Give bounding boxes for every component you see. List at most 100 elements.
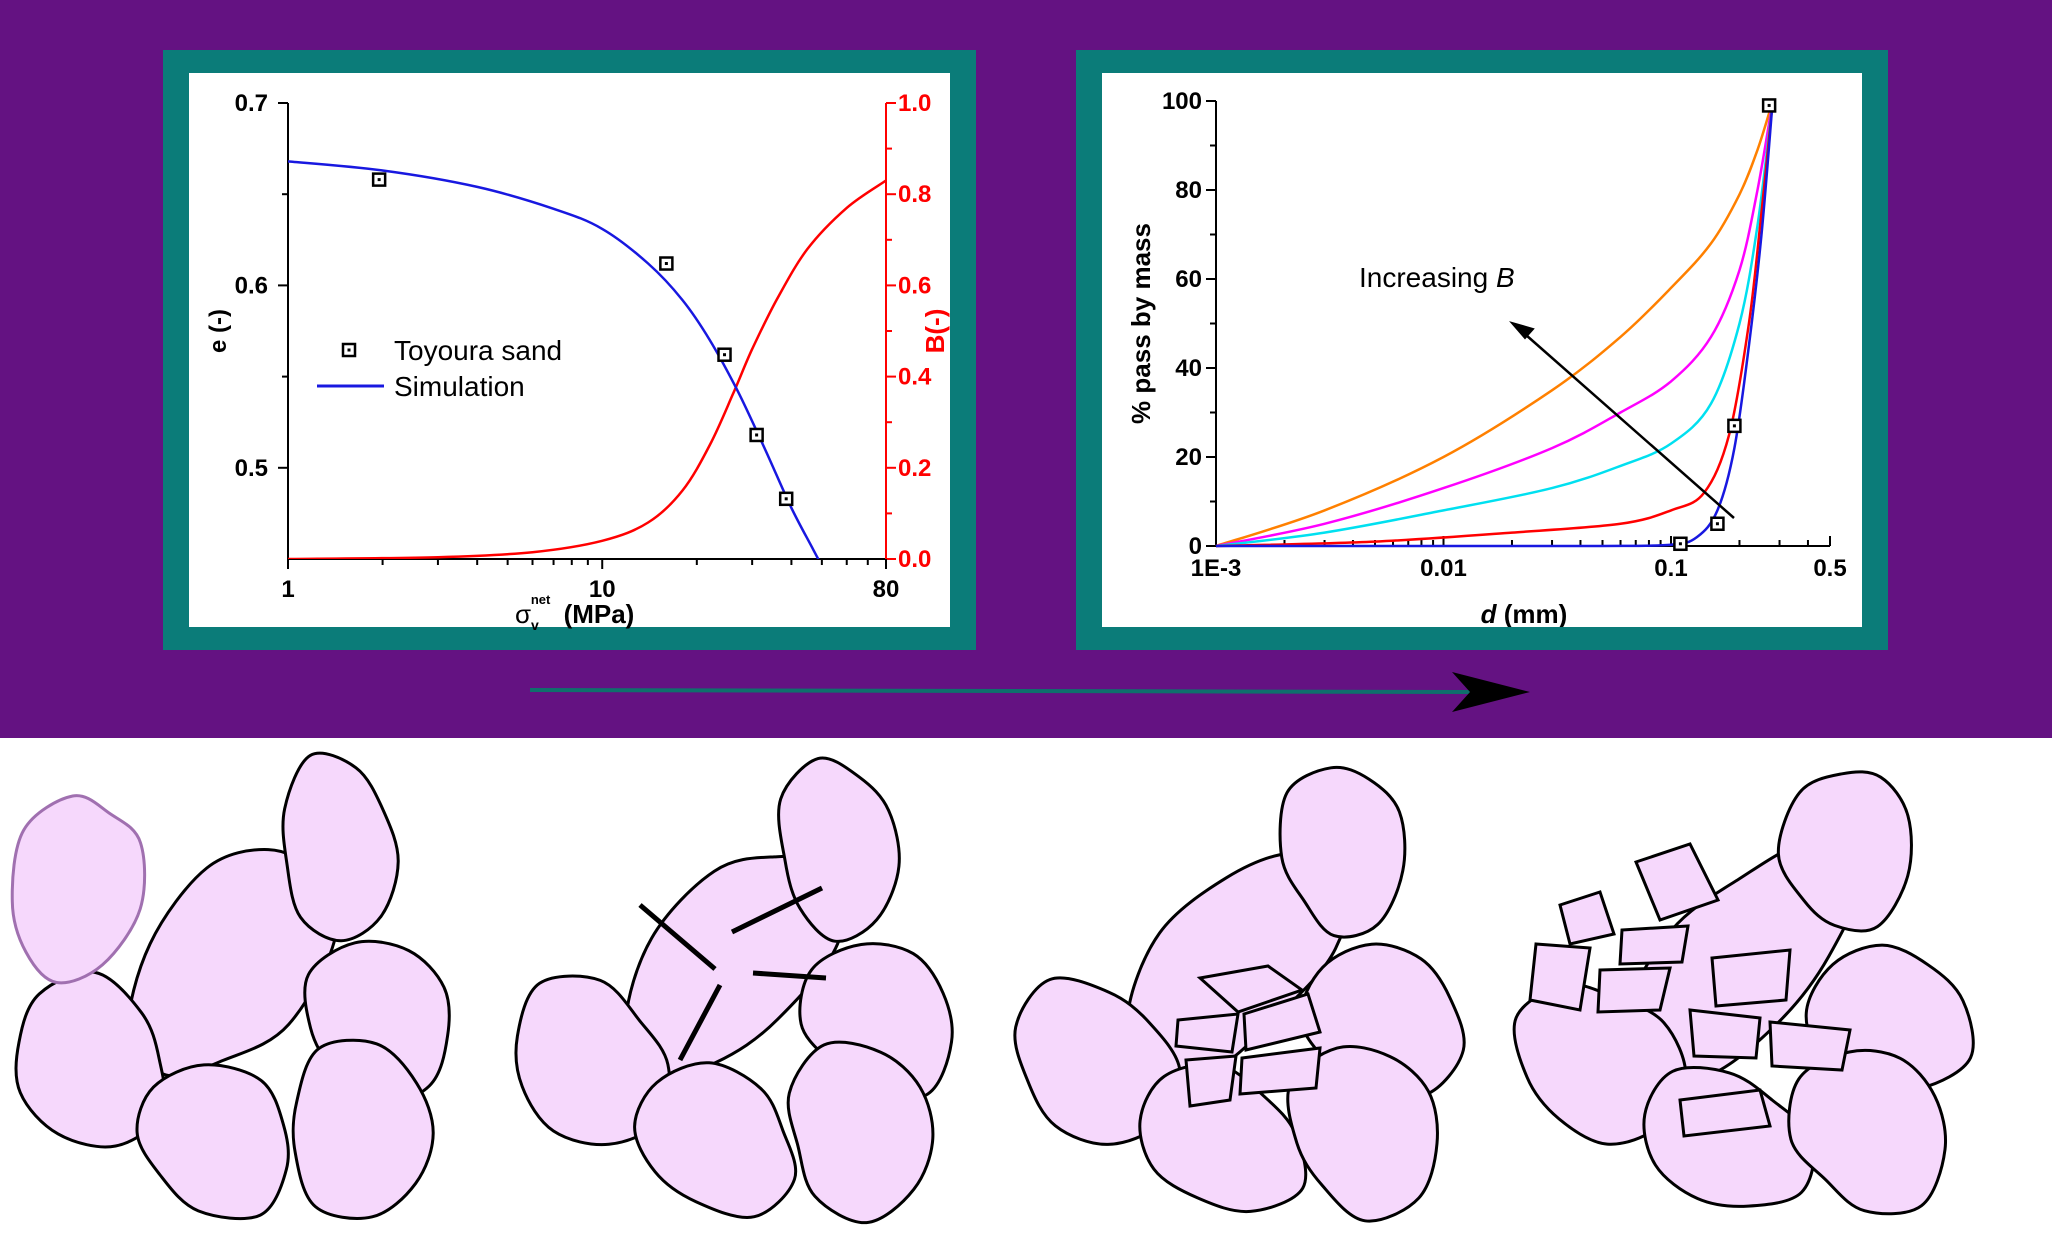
grain-fragment <box>1768 1020 1852 1072</box>
grain-fragment <box>1242 992 1322 1052</box>
banner-background: 0.5 0.6 0.7 0.0 0.2 0.4 0.6 0.8 1.0 1 10 80 e (-) B(-… <box>0 0 2052 738</box>
curve-cyan <box>1215 100 1774 548</box>
measured-marker-dot <box>1732 424 1736 428</box>
grain-fragment <box>1633 842 1721 922</box>
grain-fragment <box>1238 1046 1322 1096</box>
grain <box>1787 1048 1947 1216</box>
highlighted-grain <box>10 794 147 985</box>
y-tick-label: 0 <box>1189 533 1202 560</box>
legend-label-toyoura: Toyoura sand <box>394 335 562 366</box>
b-tick-label: 0.8 <box>898 181 931 208</box>
e-tick-label: 0.5 <box>235 455 268 482</box>
grain-crack <box>677 983 723 1062</box>
toyoura-marker-dot <box>723 353 727 357</box>
x-tick-label: 0.5 <box>1813 555 1846 582</box>
grain <box>1776 770 1913 933</box>
b-tick-label: 0.6 <box>898 272 931 299</box>
grain-crack <box>638 903 717 971</box>
grain-fragment <box>1528 942 1592 1012</box>
x-label-unit: (MPa) <box>556 599 634 629</box>
grain <box>291 1038 435 1220</box>
grain-fragment <box>1184 1054 1238 1108</box>
left-chart-frame: 0.5 0.6 0.7 0.0 0.2 0.4 0.6 0.8 1.0 1 10 80 e (-) B(-… <box>163 50 976 650</box>
y-tick-label: 60 <box>1175 266 1202 293</box>
grain-fragment <box>1596 966 1672 1014</box>
increasing-b-arrow-head <box>1509 321 1535 340</box>
x-axis-label: σv net (MPa) <box>515 592 634 633</box>
grain <box>135 1063 290 1221</box>
curve-magenta <box>1215 100 1774 548</box>
x-tick-label: 1E-3 <box>1191 555 1242 582</box>
grain <box>281 751 400 943</box>
increasing-b-annotation: Increasing B <box>1359 262 1515 293</box>
compression-chart-svg: 0.5 0.6 0.7 0.0 0.2 0.4 0.6 0.8 1.0 1 10 80 e (-) B(-… <box>205 90 950 633</box>
e-tick-label: 0.6 <box>235 272 268 299</box>
x-tick-label: 1 <box>281 576 294 603</box>
breakage-curve <box>288 179 886 559</box>
x-tick-label: 10 <box>589 576 616 603</box>
curve-red <box>1215 100 1774 548</box>
annotation-italic: B <box>1496 262 1515 293</box>
y-axis-label: % pass by mass <box>1126 223 1156 424</box>
grain-fragment <box>1174 1012 1240 1054</box>
progress-arrow-layer <box>529 672 1530 712</box>
x-tick-label: 80 <box>873 576 900 603</box>
grain-fragment <box>1688 1008 1762 1060</box>
grain-crushing-illustration <box>10 751 1975 1225</box>
b-tick-label: 1.0 <box>898 90 931 117</box>
y-tick-label: 100 <box>1162 88 1202 115</box>
grain <box>1286 1044 1439 1223</box>
toyoura-marker-dot <box>755 433 759 437</box>
x-label-unit: (mm) <box>1497 599 1568 627</box>
progress-arrow-head <box>1452 672 1530 712</box>
toyoura-marker-dot <box>664 262 668 266</box>
grain <box>1278 765 1407 939</box>
measured-marker-dot <box>1715 522 1719 526</box>
e-axis-label: e (-) <box>205 309 232 353</box>
b-axis-label: B(-) <box>920 309 950 354</box>
grain-fragment <box>1710 948 1792 1008</box>
grain <box>1013 976 1182 1146</box>
toyoura-marker-dot <box>784 497 788 501</box>
legend-marker-symbol-dot <box>347 348 351 352</box>
x-tick-label: 0.01 <box>1420 555 1467 582</box>
grain <box>633 1061 798 1219</box>
x-label-sub: v <box>531 617 539 633</box>
x-label-sup: net <box>531 592 551 607</box>
increasing-b-arrow-shaft <box>1525 334 1735 519</box>
e-tick-label: 0.7 <box>235 90 268 117</box>
grain <box>514 974 672 1147</box>
grain-fragment <box>1558 890 1616 946</box>
measured-marker-dot <box>1678 542 1682 546</box>
y-tick-label: 20 <box>1175 444 1202 471</box>
compression-chart: 0.5 0.6 0.7 0.0 0.2 0.4 0.6 0.8 1.0 1 10 80 e (-) B(-… <box>189 73 950 633</box>
x-label-italic: d <box>1481 599 1498 627</box>
legend-label-simulation: Simulation <box>394 371 525 402</box>
grain-fragment <box>1678 1088 1772 1138</box>
x-axis-label: d (mm) <box>1481 599 1568 627</box>
grain-crack <box>730 885 824 935</box>
b-tick-label: 0.4 <box>898 364 932 391</box>
curve-orange <box>1215 100 1774 548</box>
progress-arrow-shaft <box>529 688 1471 694</box>
grading-chart: 0 20 40 60 80 100 1E-3 0.01 0.1 0.5 Increasing B % … <box>1102 73 1862 627</box>
grading-chart-svg: 0 20 40 60 80 100 1E-3 0.01 0.1 0.5 Increasing B % … <box>1126 88 1847 627</box>
y-tick-label: 80 <box>1175 177 1202 204</box>
toyoura-marker-dot <box>377 178 381 182</box>
grain <box>786 1040 935 1225</box>
grain-crack <box>752 970 827 981</box>
x-tick-label: 0.1 <box>1654 555 1687 582</box>
y-tick-label: 40 <box>1175 355 1202 382</box>
simulation-curve <box>288 160 820 559</box>
grain-fragment <box>1618 924 1690 966</box>
grain <box>1642 1065 1816 1208</box>
grain-fragment <box>1196 964 1306 1014</box>
x-label-sigma: σ <box>515 599 531 629</box>
annotation-text: Increasing <box>1359 262 1496 293</box>
b-tick-label: 0.0 <box>898 546 931 573</box>
b-tick-label: 0.2 <box>898 455 931 482</box>
right-chart-frame: 0 20 40 60 80 100 1E-3 0.01 0.1 0.5 Increasing B % … <box>1076 50 1888 650</box>
curve-blue <box>1216 100 1774 548</box>
measured-marker-dot <box>1767 103 1771 107</box>
grain <box>14 970 167 1149</box>
